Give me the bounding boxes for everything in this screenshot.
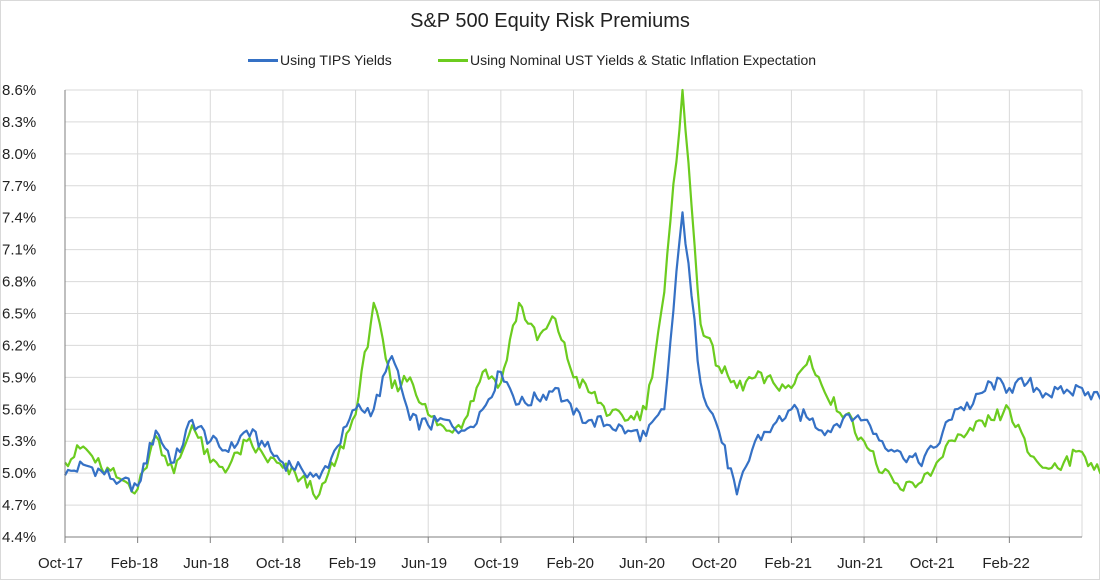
series-line-tips xyxy=(64,211,1100,496)
y-tick-label: 7.4% xyxy=(2,210,36,227)
gridlines xyxy=(64,89,1083,538)
x-tick-label: Oct-21 xyxy=(910,555,955,572)
x-tick-label: Jun-18 xyxy=(183,555,229,572)
y-tick-label: 6.2% xyxy=(2,337,36,354)
legend-swatch-nominal xyxy=(438,58,468,62)
y-axis-ticks: 4.4% 4.7% 5.0% 5.3% 5.6% 5.9% 6.2% 6.5% 6.8% 7.1%… xyxy=(2,82,36,546)
legend-item-tips: Using TIPS Yields xyxy=(248,52,392,68)
chart-title: S&P 500 Equity Risk Premiums xyxy=(410,10,690,32)
y-tick-label: 8.0% xyxy=(2,146,36,163)
x-tick-label: Jun-21 xyxy=(837,555,883,572)
y-tick-label: 6.5% xyxy=(2,306,36,323)
x-tick-label: Jun-20 xyxy=(619,555,665,572)
axes xyxy=(64,90,1082,543)
legend-label-nominal: Using Nominal UST Yields & Static Inflat… xyxy=(470,52,817,68)
y-tick-label: 4.7% xyxy=(2,497,36,514)
y-tick-label: 8.6% xyxy=(2,82,36,99)
legend: Using TIPS Yields Using Nominal UST Yiel… xyxy=(0,52,1100,70)
y-tick-label: 5.0% xyxy=(2,465,36,482)
x-tick-label: Feb-18 xyxy=(111,555,159,572)
x-tick-label: Oct-20 xyxy=(692,555,737,572)
x-tick-label: Oct-18 xyxy=(256,555,301,572)
x-tick-label: Jun-19 xyxy=(401,555,447,572)
x-tick-label: Feb-22 xyxy=(982,555,1030,572)
legend-item-nominal: Using Nominal UST Yields & Static Inflat… xyxy=(438,52,816,68)
y-tick-label: 5.9% xyxy=(2,369,36,386)
x-tick-label: Oct-17 xyxy=(38,555,83,572)
legend-label-tips: Using TIPS Yields xyxy=(280,52,392,68)
y-tick-label: 6.8% xyxy=(2,274,36,291)
y-tick-label: 5.6% xyxy=(2,401,36,418)
y-tick-label: 8.3% xyxy=(2,114,36,131)
x-axis-ticks: Oct-17 Feb-18 Jun-18 Oct-18 Feb-19 Jun-19 Oct-… xyxy=(38,555,1030,572)
x-tick-label: Oct-19 xyxy=(474,555,519,572)
series-line-nominal xyxy=(64,88,1100,500)
y-tick-label: 4.4% xyxy=(2,529,36,546)
y-tick-label: 7.1% xyxy=(2,242,36,259)
x-tick-label: Feb-19 xyxy=(329,555,377,572)
x-tick-label: Feb-20 xyxy=(547,555,595,572)
x-tick-label: Feb-21 xyxy=(764,555,812,572)
y-tick-label: 5.3% xyxy=(2,433,36,450)
y-tick-label: 7.7% xyxy=(2,178,36,195)
legend-swatch-tips xyxy=(248,58,278,62)
series-lines xyxy=(64,88,1100,500)
